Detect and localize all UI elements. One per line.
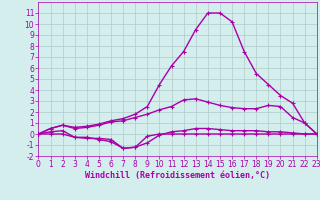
X-axis label: Windchill (Refroidissement éolien,°C): Windchill (Refroidissement éolien,°C) [85, 171, 270, 180]
